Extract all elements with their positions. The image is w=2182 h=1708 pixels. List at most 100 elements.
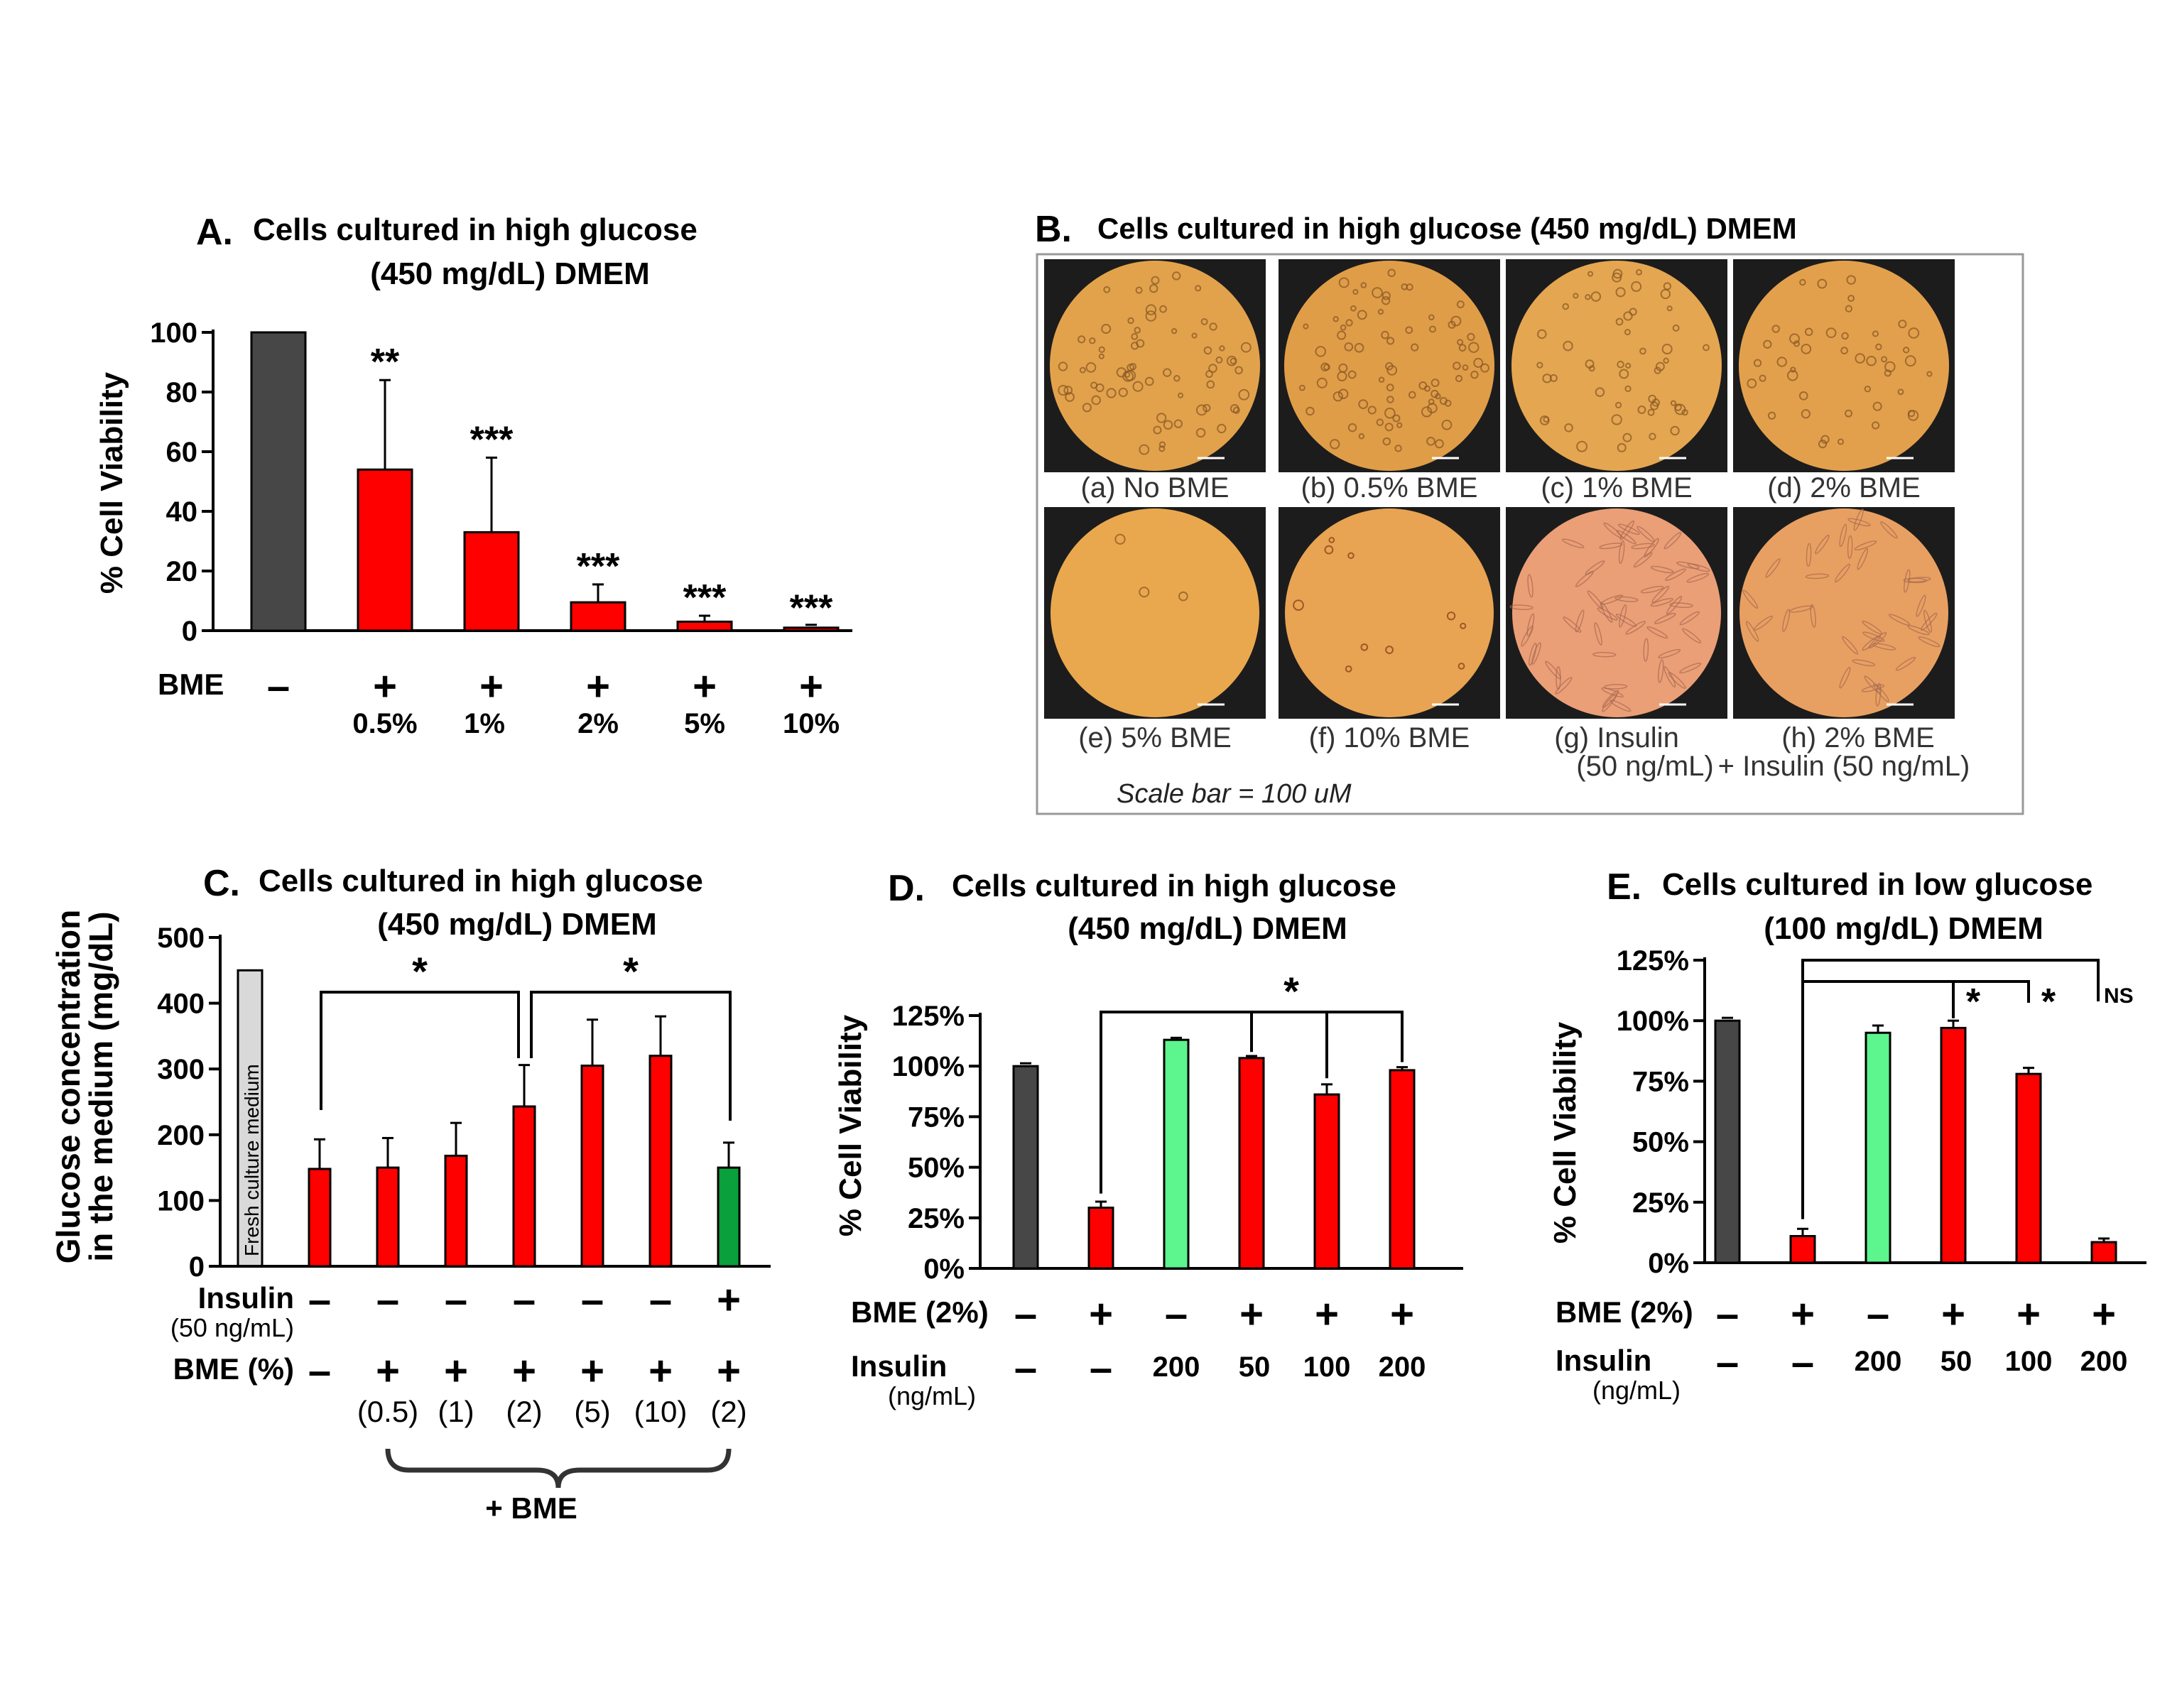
- category-value: 5%: [684, 708, 725, 739]
- micrograph-f: (f) 10% BME: [1279, 507, 1500, 754]
- cell-shape: [1145, 304, 1157, 315]
- cell-shape: [1618, 540, 1625, 565]
- y-tick-label: 300: [157, 1054, 205, 1085]
- y-tick-label: 60: [166, 437, 198, 468]
- cell-shape: [1839, 523, 1847, 548]
- cell-shape: [1612, 268, 1623, 279]
- cell-shape: [1337, 388, 1349, 399]
- cell-shape: [1153, 425, 1162, 435]
- cell-shape: [1208, 364, 1217, 373]
- cell-shape: [1191, 332, 1198, 339]
- micrograph-label-line2: + Insulin (50 ng/mL): [1718, 751, 1970, 782]
- panel-e-letter: E.: [1607, 866, 1641, 908]
- row-label: BME: [158, 668, 224, 701]
- y-tick-label: 125%: [1617, 945, 1689, 977]
- cell-shape: [1195, 428, 1206, 438]
- significance-marker: ***: [790, 588, 833, 629]
- cell-shape: [1637, 406, 1646, 414]
- cell-shape: [1457, 339, 1464, 346]
- category-value: 200: [1855, 1346, 1902, 1377]
- category-value: –: [1791, 1339, 1814, 1386]
- cell-shape: [1392, 414, 1401, 423]
- cell-shape: [1536, 361, 1543, 369]
- cell-shape: [1663, 357, 1669, 364]
- cell-shape: [1665, 568, 1686, 581]
- cell-shape: [1352, 288, 1359, 295]
- cell-shape: [1079, 366, 1086, 374]
- cell-shape: [1895, 656, 1916, 671]
- cell-shape: [1742, 589, 1759, 609]
- cell-shape: [1801, 344, 1812, 354]
- y-tick-label: 400: [157, 989, 205, 1020]
- category-value: –: [581, 1277, 604, 1323]
- cell-shape: [1888, 614, 1911, 626]
- chart-title: (100 mg/dL) DMEM: [1764, 911, 2043, 946]
- cell-shape: [1597, 607, 1618, 621]
- cell-shape: [1921, 612, 1938, 631]
- cell-shape: [1382, 437, 1391, 446]
- cell-shape: [1818, 440, 1828, 449]
- cell-shape: [1132, 381, 1144, 392]
- cell-shape: [1434, 439, 1444, 449]
- cell-shape: [1875, 682, 1882, 707]
- cell-shape: [1149, 283, 1158, 293]
- cell-shape: [1521, 625, 1534, 647]
- cell-shape: [1806, 543, 1812, 567]
- cell-shape: [1615, 401, 1622, 408]
- cell-shape: [1846, 275, 1856, 285]
- panel-d-letter: D.: [888, 868, 925, 909]
- category-value: –: [308, 1277, 331, 1323]
- cell-shape: [1384, 407, 1396, 419]
- cell-shape: [1387, 268, 1396, 278]
- category-value: –: [1014, 1291, 1037, 1337]
- category-value: (2): [710, 1395, 747, 1428]
- micrograph-label: (h) 2% BME: [1781, 722, 1935, 754]
- cell-shape: [1651, 398, 1661, 407]
- cell-shape: [1480, 363, 1489, 373]
- panel-b-micrographs: B. Cells cultured in high glucose (450 m…: [1035, 209, 2024, 815]
- cell-shape: [1315, 346, 1327, 357]
- micrograph-d: (d) 2% BME: [1733, 259, 1955, 504]
- cell-shape: [1124, 369, 1136, 381]
- group-brace: [385, 1448, 732, 1489]
- bar: [1163, 1038, 1190, 1270]
- micrograph-label: (f) 10% BME: [1309, 722, 1470, 754]
- cell-shape: [1135, 286, 1143, 294]
- cell-shape: [1058, 361, 1068, 371]
- micrograph-b: (b) 0.5% BME: [1279, 259, 1500, 504]
- y-tick-label: 0: [189, 1251, 205, 1283]
- bar: [1940, 1026, 1967, 1264]
- significance-marker: *: [1283, 969, 1299, 1013]
- cell-shape: [1381, 296, 1391, 305]
- cell-shape: [1617, 442, 1627, 452]
- cell-shape: [1804, 327, 1813, 337]
- cell-shape: [1555, 677, 1573, 695]
- cell-shape: [1847, 295, 1855, 302]
- chart-title: Cells cultured in high glucose: [253, 212, 698, 247]
- bar: [376, 1166, 400, 1268]
- cell-shape: [1232, 406, 1240, 414]
- cell-shape: [1144, 376, 1154, 386]
- cell-shape: [1127, 317, 1134, 325]
- bar: [783, 626, 840, 632]
- cell-shape: [1441, 419, 1453, 430]
- bar: [1865, 1031, 1891, 1264]
- cell-shape: [1907, 625, 1930, 636]
- category-value: +: [1941, 1291, 1965, 1337]
- cell-shape: [1206, 380, 1215, 389]
- category-value: –: [1014, 1345, 1037, 1391]
- cell-shape: [1172, 271, 1181, 281]
- cell-shape: [1857, 548, 1869, 570]
- bar: [717, 1166, 741, 1268]
- cell-shape: [1431, 379, 1440, 388]
- cell-shape: [1587, 590, 1604, 609]
- cell-shape: [1386, 396, 1394, 403]
- panel-d-chart: D. Cells cultured in high glucose (450 mg/…: [833, 868, 1463, 1410]
- cell-shape: [1575, 609, 1585, 633]
- category-value: +: [580, 1348, 604, 1394]
- y-tick-label: 100: [157, 1185, 205, 1217]
- y-tick-label: 20: [166, 556, 198, 587]
- panel-c-letter: C.: [203, 863, 240, 904]
- cell-shape: [1171, 327, 1178, 334]
- cell-shape: [1814, 534, 1830, 555]
